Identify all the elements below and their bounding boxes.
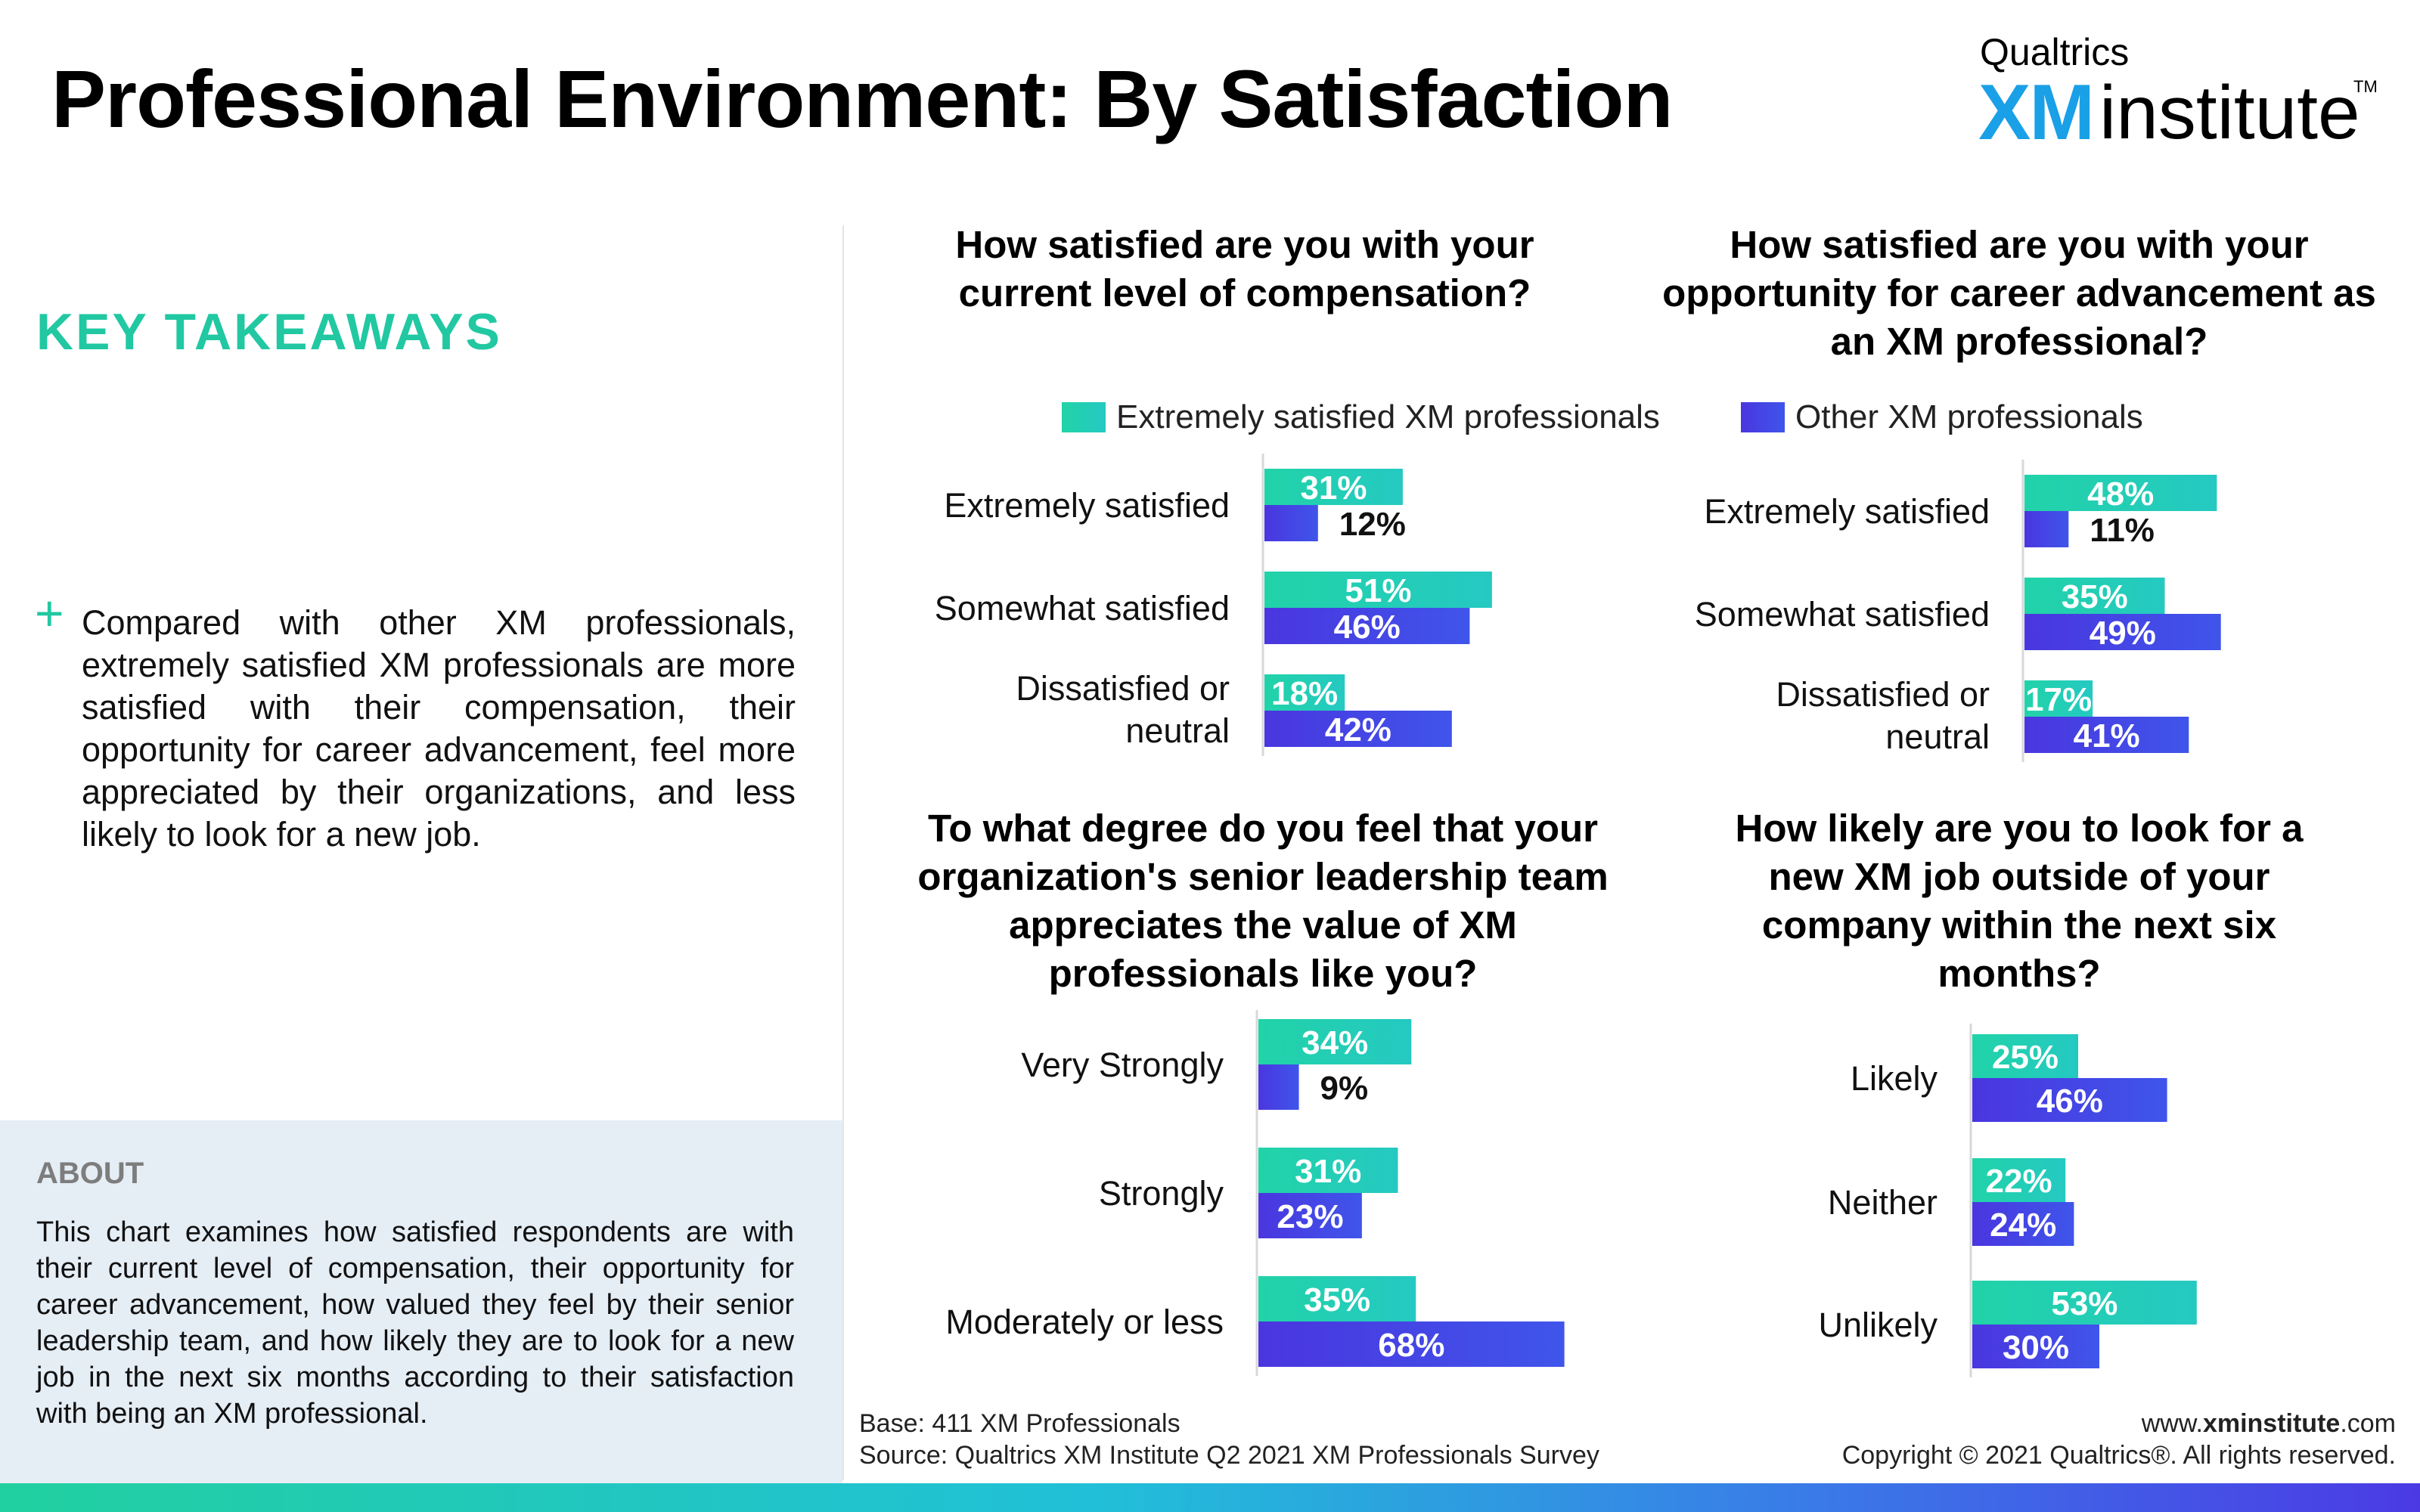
bar-other-1 bbox=[2024, 614, 2221, 650]
data-label: 48% bbox=[2087, 476, 2154, 513]
data-label: 49% bbox=[2090, 615, 2156, 652]
data-label: 31% bbox=[1295, 1153, 1361, 1190]
legend-label: Extremely satisfied XM professionals bbox=[1116, 398, 1660, 435]
website-domain: xminstitute bbox=[2202, 1409, 2341, 1438]
about-title: ABOUT bbox=[36, 1157, 144, 1190]
chart-title-job-search: How likely are you to look for a new XM … bbox=[1735, 807, 2304, 995]
category-label: Extremely satisfied bbox=[1704, 492, 1990, 531]
bar-extremely-satisfied-2 bbox=[2024, 680, 2093, 717]
data-label: 35% bbox=[2062, 578, 2128, 615]
footer-source-block: Base: 411 XM Professionals Source: Qualt… bbox=[859, 1408, 1599, 1471]
footer-website[interactable]: www.xminstitute.com bbox=[1842, 1408, 2396, 1439]
bottom-gradient-strip bbox=[0, 1483, 2420, 1512]
data-label: 35% bbox=[1304, 1281, 1370, 1318]
chart-career-advancement: Extremely satisfied 48%11% Somewhat satisf… bbox=[1695, 460, 2221, 762]
footer-base: Base: 411 XM Professionals bbox=[859, 1409, 1181, 1438]
category-label: Somewhat satisfied bbox=[935, 589, 1230, 627]
data-label: 22% bbox=[1986, 1163, 2052, 1200]
chart-title-compensation: How satisfied are you with your current … bbox=[955, 223, 1534, 314]
bar-extremely-satisfied-0 bbox=[1972, 1034, 2078, 1078]
bar-extremely-satisfied-0 bbox=[2024, 475, 2217, 511]
data-label: 11% bbox=[2090, 512, 2155, 549]
category-label: Strongly bbox=[1099, 1174, 1224, 1213]
data-label: 24% bbox=[1990, 1207, 2056, 1244]
data-label: 17% bbox=[2025, 681, 2092, 718]
legend-label: Other XM professionals bbox=[1795, 398, 2143, 435]
bar-extremely-satisfied-0 bbox=[1264, 469, 1403, 505]
bar-other-0 bbox=[1264, 505, 1318, 541]
category-label: Likely bbox=[1851, 1059, 1938, 1098]
category-label: Dissatisfied or neutral bbox=[1776, 675, 1990, 756]
legend-item-extremely-satisfied: Extremely satisfied XM professionals bbox=[1062, 396, 1660, 438]
data-label: 18% bbox=[1271, 675, 1338, 712]
about-panel bbox=[0, 1120, 842, 1483]
bar-other-1 bbox=[1264, 608, 1470, 644]
bar-other-1 bbox=[1258, 1193, 1362, 1238]
data-label: 46% bbox=[2037, 1083, 2103, 1120]
key-takeaways-title: KEY TAKEAWAYS bbox=[36, 303, 502, 361]
chart-title-leadership-appreciation: To what degree do you feel that your org… bbox=[917, 807, 1609, 995]
qualtrics-xm-institute-logo: Qualtrics XM institute TM bbox=[1978, 30, 2378, 156]
bar-other-2 bbox=[1264, 711, 1452, 747]
chart-leadership-appreciation: Very Strongly 34% 9% Strongly 31% 23% Moderate… bbox=[945, 1010, 1565, 1376]
bar-extremely-satisfied-2 bbox=[1972, 1281, 2197, 1325]
legend-swatch-teal bbox=[1062, 402, 1106, 432]
category-label: Somewhat satisfied bbox=[1695, 595, 1990, 634]
bar-extremely-satisfied-1 bbox=[1258, 1148, 1398, 1193]
category-label: Extremely satisfied bbox=[944, 486, 1230, 525]
footer-copyright-block: www.xminstitute.com Copyright © 2021 Qua… bbox=[1842, 1408, 2396, 1471]
category-label: Unlikely bbox=[1818, 1306, 1938, 1344]
bar-extremely-satisfied-1 bbox=[1972, 1158, 2066, 1202]
category-label: Dissatisfied or neutral bbox=[1016, 669, 1230, 750]
logo-trademark: TM bbox=[2353, 77, 2378, 96]
data-label: 46% bbox=[1334, 609, 1401, 646]
page-title: Professional Environment: By Satisfactio… bbox=[51, 53, 1673, 144]
category-label: Very Strongly bbox=[1021, 1046, 1224, 1084]
data-label: 9% bbox=[1320, 1070, 1369, 1107]
bar-extremely-satisfied-2 bbox=[1258, 1276, 1416, 1321]
category-label: Neither bbox=[1828, 1183, 1938, 1222]
data-label: 25% bbox=[1992, 1039, 2059, 1076]
bar-extremely-satisfied-1 bbox=[2024, 578, 2165, 614]
data-label: 68% bbox=[1378, 1327, 1444, 1364]
data-label: 42% bbox=[1325, 711, 1392, 748]
about-text: This chart examines how satisfied respon… bbox=[36, 1216, 794, 1430]
footer-copyright: Copyright © 2021 Qualtrics®. All rights … bbox=[1841, 1441, 2396, 1470]
data-label: 12% bbox=[1339, 506, 1406, 543]
plus-icon: + bbox=[35, 585, 64, 641]
chart-title-career-advancement: How satisfied are you with your opportun… bbox=[1662, 223, 2376, 363]
data-label: 41% bbox=[2074, 717, 2140, 754]
website-prefix: www. bbox=[2141, 1409, 2203, 1438]
data-label: 34% bbox=[1302, 1024, 1368, 1061]
data-label: 23% bbox=[1277, 1198, 1343, 1235]
bar-extremely-satisfied-1 bbox=[1264, 572, 1492, 608]
category-label: Moderately or less bbox=[945, 1303, 1224, 1341]
data-label: 51% bbox=[1345, 572, 1411, 609]
legend-swatch-purple bbox=[1741, 402, 1785, 432]
bar-other-1 bbox=[1972, 1202, 2074, 1246]
bar-other-2 bbox=[2024, 717, 2189, 753]
takeaway-text: Compared with other XM professionals, ex… bbox=[82, 603, 796, 854]
data-label: 53% bbox=[2051, 1285, 2118, 1322]
website-suffix: .com bbox=[2340, 1409, 2396, 1438]
data-label: 30% bbox=[2003, 1329, 2069, 1366]
bar-other-0 bbox=[1258, 1064, 1299, 1110]
footer-source: Source: Qualtrics XM Institute Q2 2021 X… bbox=[859, 1441, 1599, 1470]
bar-extremely-satisfied-2 bbox=[1264, 674, 1345, 711]
bar-other-0 bbox=[2024, 511, 2069, 547]
logo-xm-text: XM bbox=[1978, 69, 2095, 156]
bar-other-2 bbox=[1972, 1325, 2099, 1368]
data-label: 31% bbox=[1300, 469, 1367, 507]
bar-other-0 bbox=[1972, 1078, 2167, 1122]
bar-other-2 bbox=[1258, 1321, 1565, 1367]
logo-qualtrics-text: Qualtrics bbox=[1980, 31, 2130, 73]
chart-compensation: Extremely satisfied 31%12% Somewhat satisf… bbox=[935, 454, 1492, 756]
legend-item-other: Other XM professionals bbox=[1741, 396, 2143, 438]
chart-job-search: Likely 25% 46% Neither 22% 24% Unlikely 53% 30% bbox=[1818, 1024, 2197, 1377]
vertical-divider bbox=[842, 225, 844, 1480]
logo-institute-text: institute bbox=[2099, 70, 2360, 155]
bar-extremely-satisfied-0 bbox=[1258, 1019, 1412, 1064]
